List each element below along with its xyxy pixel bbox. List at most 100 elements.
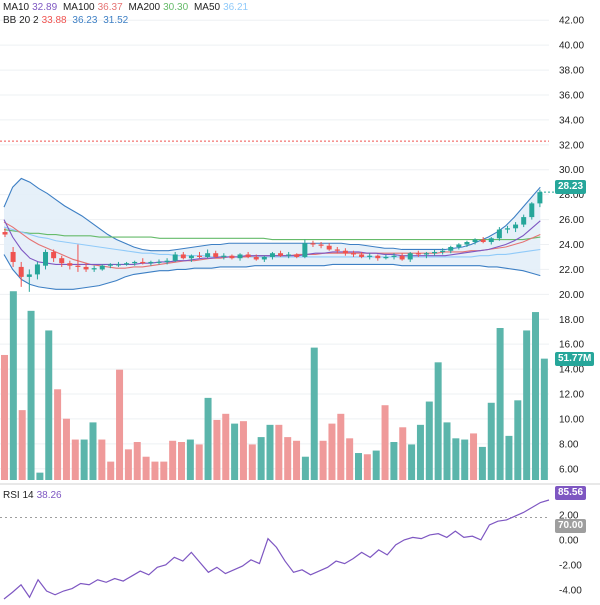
- candle-body: [367, 255, 373, 257]
- candle-body: [456, 244, 462, 247]
- candle-body: [253, 256, 259, 260]
- candle-body: [148, 261, 154, 264]
- price-tick-label: 24.00: [559, 240, 584, 251]
- volume-bar: [532, 312, 539, 480]
- candle-body: [302, 243, 308, 257]
- candle-body: [221, 255, 227, 257]
- candle-body: [375, 255, 381, 259]
- volume-bar: [160, 461, 168, 480]
- candle-body: [334, 249, 340, 251]
- rsi-tick-label: -2.00: [559, 560, 582, 571]
- ma50-label: MA50: [193, 2, 221, 13]
- price-tick-label: 14.00: [559, 365, 584, 376]
- rsi-label: RSI 14: [3, 490, 34, 501]
- volume-bar: [142, 456, 150, 480]
- ma200-line: [3, 229, 541, 241]
- candle-body: [188, 255, 194, 259]
- candle-body: [172, 254, 178, 261]
- volume-bar: [204, 397, 212, 480]
- price-tick-label: 26.00: [559, 215, 584, 226]
- last-volume-tag: 51.77M: [555, 352, 595, 366]
- price-tick-label: 36.00: [559, 90, 584, 101]
- volume-bar: [124, 449, 132, 480]
- candle-body: [156, 261, 162, 263]
- volume-bar: [248, 444, 256, 480]
- volume-bar: [133, 442, 141, 480]
- volume-bar: [496, 328, 504, 480]
- volume-bar: [178, 442, 185, 480]
- volume-bar: [478, 446, 486, 480]
- candle-body: [407, 253, 413, 260]
- volume-bar: [372, 450, 380, 480]
- candle-body: [132, 261, 138, 264]
- volume-bar: [328, 423, 336, 480]
- volume-bar: [257, 437, 265, 480]
- ma100-label: MA100: [62, 2, 95, 13]
- candle-body: [521, 217, 527, 225]
- candle-body: [59, 258, 65, 264]
- volume-bar: [107, 461, 115, 480]
- volume-bar: [443, 422, 451, 480]
- ma10-value: 32.89: [32, 2, 58, 13]
- price-tick-label: 6.00: [559, 464, 579, 475]
- volume-bar: [363, 454, 371, 480]
- candle-body: [423, 253, 429, 255]
- price-tick-label: 30.00: [559, 165, 584, 176]
- candle-body: [488, 238, 494, 243]
- price-tick-label: 32.00: [559, 140, 584, 151]
- price-tick-label: 40.00: [559, 41, 584, 52]
- bb-basis-value: 33.88: [41, 15, 67, 26]
- candle-body: [34, 264, 40, 275]
- candle-body: [318, 244, 324, 246]
- candle-body: [213, 253, 219, 257]
- volume-bar: [195, 444, 203, 480]
- candle-body: [2, 232, 8, 235]
- candle-body: [350, 253, 356, 255]
- candle-body: [496, 229, 502, 239]
- volume-bar: [505, 435, 513, 480]
- candle-body: [513, 224, 519, 229]
- price-tick-label: 42.00: [559, 16, 584, 27]
- bb-legend: BB 20 2 33.88 36.23 31.52: [3, 15, 131, 27]
- candle-body: [326, 245, 332, 250]
- volume-bar: [301, 456, 309, 480]
- volume-bar: [452, 438, 460, 480]
- volume-bar: [346, 438, 354, 480]
- candle-body: [43, 251, 49, 266]
- volume-bar: [62, 418, 70, 480]
- volume-bar: [337, 413, 345, 480]
- candle-body: [415, 253, 421, 255]
- rsi-tick-label: -4.00: [559, 585, 582, 596]
- price-tick-label: 18.00: [559, 315, 584, 326]
- price-tick-label: 22.00: [559, 265, 584, 276]
- volume-bar: [487, 402, 495, 480]
- candle-body: [164, 260, 170, 262]
- ma50-value: 36.21: [223, 2, 249, 13]
- volume-bar: [27, 310, 35, 480]
- candle-body: [99, 265, 105, 270]
- price-tick-label: 28.00: [559, 190, 584, 201]
- volume-bar: [36, 472, 44, 480]
- volume-bar: [169, 440, 177, 480]
- volume-bar: [514, 400, 522, 480]
- candle-body: [10, 251, 16, 262]
- bb-upper-value: 36.23: [72, 15, 98, 26]
- candle-body: [205, 253, 211, 257]
- candle-body: [448, 246, 454, 251]
- ma200-value: 30.30: [163, 2, 189, 13]
- candle-body: [464, 242, 470, 245]
- candle-body: [67, 263, 73, 266]
- candle-body: [51, 251, 57, 259]
- volume-bar: [54, 389, 62, 480]
- volume-bar: [470, 433, 478, 480]
- candle-body: [432, 251, 438, 254]
- candle-body: [294, 254, 300, 257]
- candle-body: [115, 264, 121, 266]
- bollinger-band-fill: [4, 178, 541, 290]
- candle-body: [124, 263, 130, 265]
- bb-label: BB 20 2: [3, 15, 39, 26]
- volume-bar: [293, 440, 301, 480]
- candle-body: [391, 255, 397, 257]
